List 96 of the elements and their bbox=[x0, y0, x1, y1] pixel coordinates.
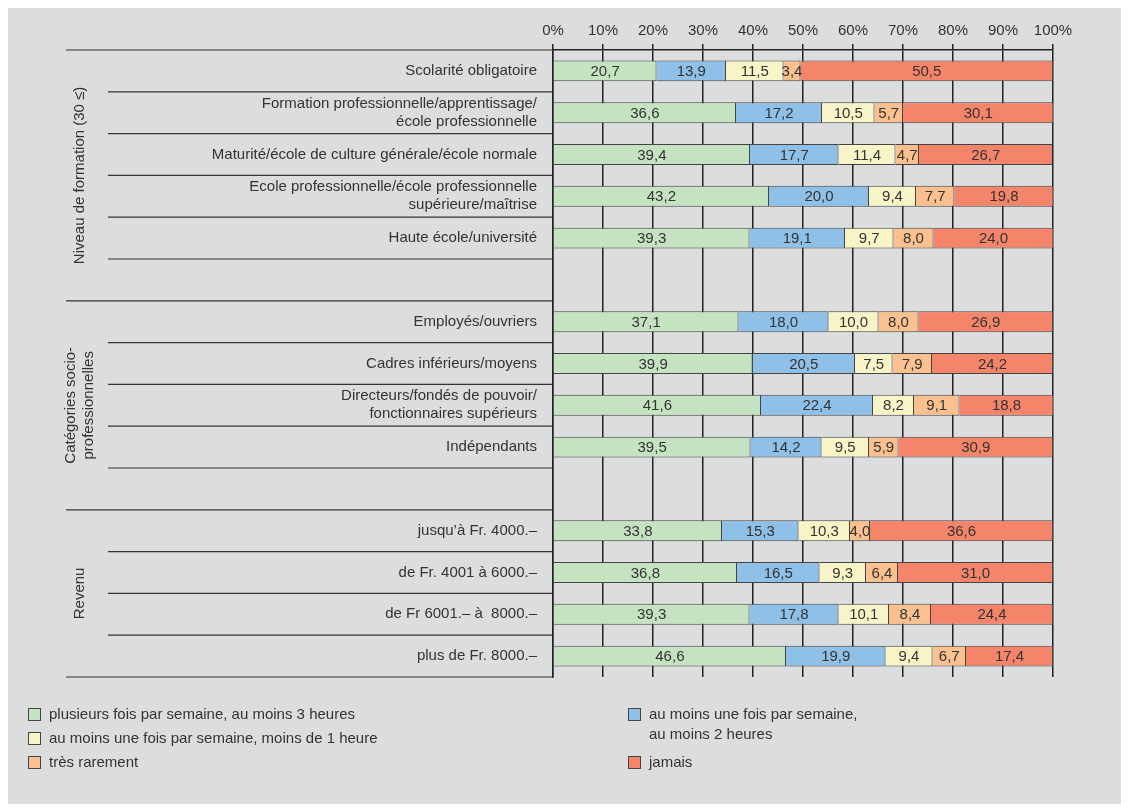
data-label: 26,7 bbox=[971, 145, 1001, 163]
y-tick-label: de Fr. 4001 à 6000.– bbox=[398, 562, 538, 580]
data-label: 46,6 bbox=[655, 647, 685, 665]
data-label: 31,0 bbox=[960, 563, 991, 581]
x-tick-label: 0% bbox=[542, 21, 564, 39]
legend-label: au moins une fois par semaine, moins de 1 heure bbox=[49, 728, 378, 748]
data-label: 7,9 bbox=[901, 354, 923, 372]
data-label: 3,4 bbox=[781, 62, 803, 80]
y-tick-label: Directeurs/fondés de pouvoir/ fonctionnaires supérieurs bbox=[341, 386, 538, 422]
data-label: 8,0 bbox=[888, 312, 909, 330]
data-label: 22,4 bbox=[802, 396, 832, 414]
data-label: 36,6 bbox=[630, 103, 660, 121]
data-label: 43,2 bbox=[646, 187, 676, 205]
data-label: 50,5 bbox=[912, 62, 942, 80]
data-label: 39,3 bbox=[637, 229, 667, 247]
text: Niveau de formation (30 ≤) bbox=[70, 86, 88, 265]
data-label: 19,1 bbox=[782, 229, 812, 247]
x-tick-label: 70% bbox=[887, 21, 919, 39]
legend-label: très rarement bbox=[49, 752, 139, 772]
x-tick-label: 30% bbox=[687, 21, 719, 39]
data-label: 18,0 bbox=[768, 312, 799, 330]
x-tick-label: 60% bbox=[837, 21, 869, 39]
data-label: 9,1 bbox=[926, 396, 948, 414]
data-label: 10,5 bbox=[833, 103, 863, 121]
data-label: 11,4 bbox=[852, 145, 882, 163]
data-label: 20,5 bbox=[789, 354, 819, 372]
data-label: 24,2 bbox=[977, 354, 1008, 372]
data-label: 17,7 bbox=[779, 145, 809, 163]
data-label: 7,5 bbox=[863, 354, 885, 372]
data-label: 8,0 bbox=[903, 229, 924, 247]
data-label: 39,5 bbox=[637, 438, 667, 456]
data-label: 30,9 bbox=[961, 438, 991, 456]
legend-label: plusieurs fois par semaine, au moins 3 heures bbox=[49, 704, 355, 724]
y-tick-label: Cadres inférieurs/moyens bbox=[366, 353, 537, 371]
data-label: 24,0 bbox=[978, 229, 1009, 247]
y-tick-label: Ecole professionnelle/école professionnelle supérieure/maîtrise bbox=[249, 177, 537, 213]
data-label: 10,3 bbox=[809, 521, 839, 539]
x-tick-label: 100% bbox=[1033, 21, 1073, 39]
data-label: 9,4 bbox=[882, 187, 903, 205]
data-label: 6,7 bbox=[938, 647, 960, 665]
data-label: 9,5 bbox=[834, 438, 856, 456]
data-label: 36,6 bbox=[946, 521, 977, 539]
data-label: 33,8 bbox=[623, 521, 653, 539]
y-tick-label: jusqu’à Fr. 4000.– bbox=[416, 520, 538, 538]
text: Revenu bbox=[70, 567, 88, 620]
data-label: 37,1 bbox=[631, 312, 661, 330]
data-label: 9,7 bbox=[858, 229, 880, 247]
data-label: 10,1 bbox=[849, 605, 879, 623]
data-label: 5,7 bbox=[878, 103, 900, 121]
data-label: 18,8 bbox=[991, 396, 1022, 414]
text: Catégories socio- professionnelles bbox=[61, 346, 97, 464]
y-tick-label: de Fr 6001.– à 8000.– bbox=[385, 604, 538, 622]
y-tick-label: Employés/ouvriers bbox=[413, 311, 537, 329]
data-label: 8,4 bbox=[899, 605, 921, 623]
x-tick-label: 10% bbox=[587, 21, 619, 39]
data-label: 11,5 bbox=[740, 62, 769, 80]
data-label: 16,5 bbox=[763, 563, 793, 581]
y-tick-label: Maturité/école de culture générale/école normale bbox=[211, 144, 537, 162]
y-tick-label: Indépendants bbox=[446, 437, 537, 455]
data-label: 36,8 bbox=[630, 563, 660, 581]
x-tick-label: 90% bbox=[987, 21, 1019, 39]
data-label: 20,7 bbox=[590, 62, 620, 80]
y-tick-label: Formation professionnelle/apprentissage/ école professionnelle bbox=[261, 93, 538, 129]
data-label: 19,8 bbox=[989, 187, 1019, 205]
legend-label: jamais bbox=[649, 752, 693, 772]
data-label: 7,7 bbox=[924, 187, 946, 205]
data-label: 39,9 bbox=[638, 354, 668, 372]
data-label: 15,3 bbox=[745, 521, 775, 539]
data-label: 10,0 bbox=[838, 312, 869, 330]
data-label: 9,3 bbox=[832, 563, 854, 581]
legend-label: au moins une fois par semaine, au moins 2 heures bbox=[649, 704, 858, 744]
data-label: 30,1 bbox=[963, 103, 993, 121]
data-label: 17,8 bbox=[779, 605, 809, 623]
x-tick-label: 20% bbox=[637, 21, 669, 39]
x-tick-label: 50% bbox=[787, 21, 819, 39]
data-label: 41,6 bbox=[642, 396, 672, 414]
y-tick-label: Scolarité obligatoire bbox=[405, 61, 537, 79]
data-label: 17,4 bbox=[994, 647, 1025, 665]
x-tick-label: 80% bbox=[937, 21, 969, 39]
x-tick-label: 40% bbox=[737, 21, 769, 39]
data-label: 20,0 bbox=[804, 187, 834, 205]
data-label: 8,2 bbox=[883, 396, 904, 414]
data-label: 26,9 bbox=[971, 312, 1001, 330]
data-label: 13,9 bbox=[676, 62, 706, 80]
data-label: 19,9 bbox=[821, 647, 851, 665]
data-label: 39,3 bbox=[637, 605, 667, 623]
data-label: 24,4 bbox=[977, 605, 1007, 623]
data-label: 39,4 bbox=[637, 145, 667, 163]
data-label: 14,2 bbox=[771, 438, 801, 456]
y-tick-label: Haute école/université bbox=[388, 228, 537, 246]
data-label: 17,2 bbox=[764, 103, 794, 121]
data-label: 6,4 bbox=[871, 563, 893, 581]
data-label: 4,7 bbox=[896, 145, 918, 163]
data-label: 5,9 bbox=[873, 438, 895, 456]
data-label: 9,4 bbox=[898, 647, 920, 665]
y-tick-label: plus de Fr. 8000.– bbox=[416, 646, 538, 664]
